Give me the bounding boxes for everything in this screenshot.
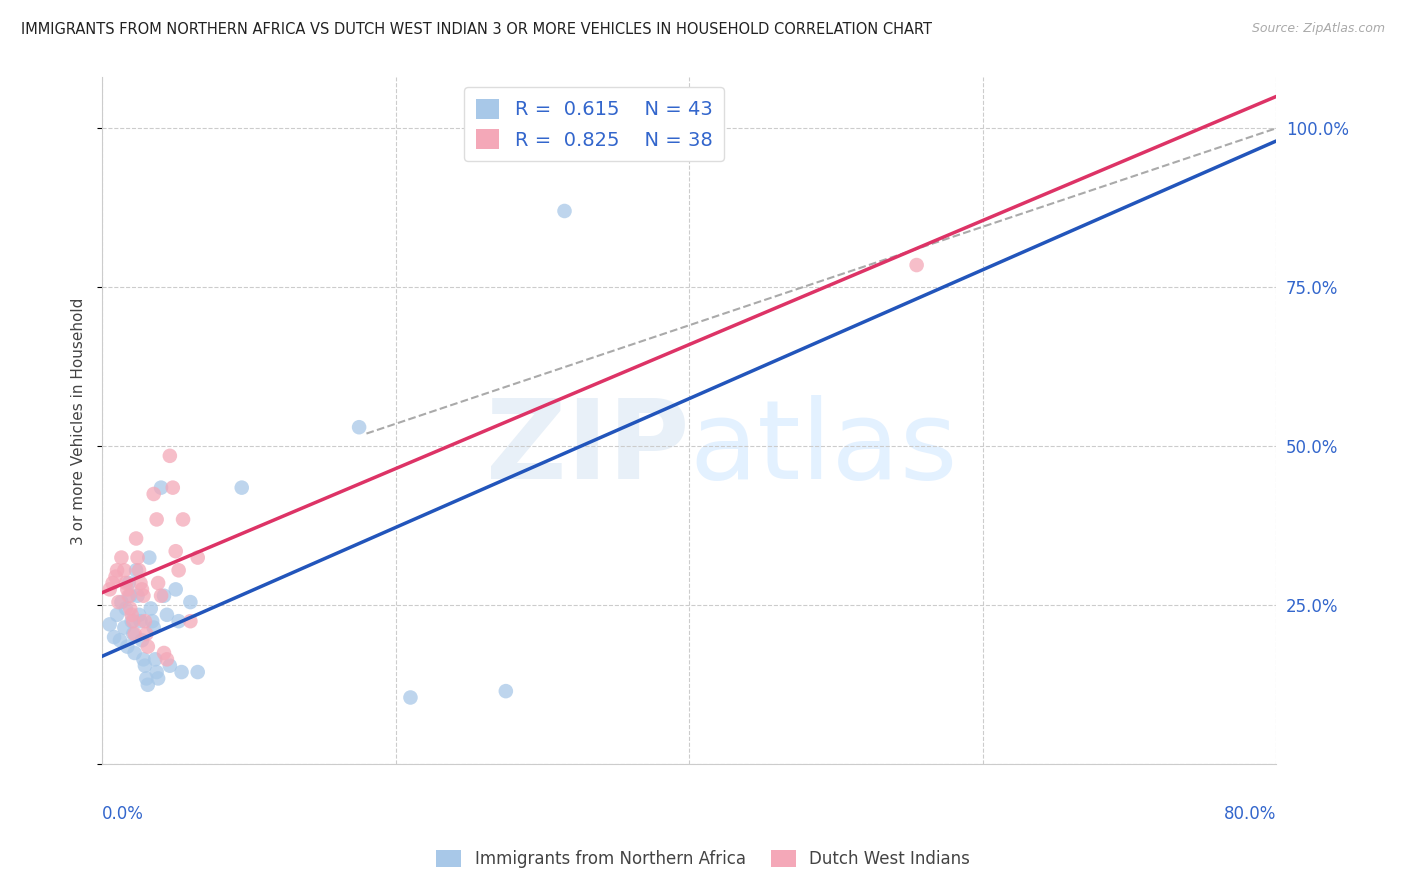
Point: [110, 595, 132, 609]
Point: [905, 258, 928, 272]
Point: [105, 563, 128, 577]
Point: [104, 569, 127, 583]
Point: [179, 614, 201, 628]
Point: [156, 652, 179, 666]
Point: [165, 544, 187, 558]
Point: [124, 646, 146, 660]
Point: [118, 576, 141, 591]
Point: [120, 601, 142, 615]
Point: [117, 582, 139, 597]
Point: [167, 563, 190, 577]
Point: [136, 640, 159, 654]
Point: [121, 607, 143, 622]
Point: [103, 630, 125, 644]
Point: [101, 576, 124, 591]
Point: [399, 690, 422, 705]
Point: [153, 589, 176, 603]
Point: [187, 550, 209, 565]
Point: [145, 665, 167, 679]
Point: [122, 614, 145, 628]
Point: [136, 678, 159, 692]
Point: [554, 204, 576, 219]
Point: [134, 614, 156, 628]
Point: [131, 633, 153, 648]
Point: [132, 652, 155, 666]
Point: [107, 595, 129, 609]
Point: [129, 614, 152, 628]
Point: [146, 576, 169, 591]
Point: [127, 550, 149, 565]
Point: [112, 563, 135, 577]
Point: [141, 614, 163, 628]
Point: [112, 621, 135, 635]
Point: [179, 595, 201, 609]
Point: [120, 589, 142, 603]
Point: [170, 665, 193, 679]
Point: [167, 614, 190, 628]
Point: [142, 487, 165, 501]
Point: [98, 582, 121, 597]
Text: atlas: atlas: [689, 395, 957, 502]
Point: [108, 633, 131, 648]
Point: [145, 512, 167, 526]
Point: [114, 601, 136, 615]
Y-axis label: 3 or more Vehicles in Household: 3 or more Vehicles in Household: [72, 297, 86, 544]
Text: IMMIGRANTS FROM NORTHERN AFRICA VS DUTCH WEST INDIAN 3 OR MORE VEHICLES IN HOUSE: IMMIGRANTS FROM NORTHERN AFRICA VS DUTCH…: [21, 22, 932, 37]
Point: [135, 672, 157, 686]
Text: ZIP: ZIP: [486, 395, 689, 502]
Point: [114, 576, 136, 591]
Point: [127, 589, 149, 603]
Point: [591, 137, 613, 152]
Point: [156, 607, 179, 622]
Point: [142, 621, 165, 635]
Text: 0.0%: 0.0%: [103, 805, 145, 823]
Point: [165, 582, 187, 597]
Point: [117, 640, 139, 654]
Point: [159, 449, 181, 463]
Point: [172, 512, 194, 526]
Point: [134, 658, 156, 673]
Text: Source: ZipAtlas.com: Source: ZipAtlas.com: [1251, 22, 1385, 36]
Point: [187, 665, 209, 679]
Point: [121, 614, 143, 628]
Point: [153, 646, 176, 660]
Point: [125, 532, 148, 546]
Point: [135, 627, 157, 641]
Point: [143, 652, 166, 666]
Point: [118, 589, 141, 603]
Point: [495, 684, 517, 698]
Point: [124, 627, 146, 641]
Point: [162, 481, 184, 495]
Point: [129, 576, 152, 591]
Point: [347, 420, 370, 434]
Point: [128, 607, 150, 622]
Point: [125, 563, 148, 577]
Point: [98, 617, 121, 632]
Point: [105, 607, 128, 622]
Text: 80.0%: 80.0%: [1223, 805, 1277, 823]
Point: [146, 672, 169, 686]
Point: [150, 589, 173, 603]
Point: [110, 550, 132, 565]
Point: [132, 589, 155, 603]
Point: [139, 601, 162, 615]
Legend: Immigrants from Northern Africa, Dutch West Indians: Immigrants from Northern Africa, Dutch W…: [430, 843, 976, 875]
Point: [159, 658, 181, 673]
Point: [231, 481, 253, 495]
Point: [138, 550, 160, 565]
Point: [122, 627, 145, 641]
Point: [131, 582, 153, 597]
Point: [150, 481, 173, 495]
Point: [128, 563, 150, 577]
Legend: R =  0.615    N = 43, R =  0.825    N = 38: R = 0.615 N = 43, R = 0.825 N = 38: [464, 87, 724, 161]
